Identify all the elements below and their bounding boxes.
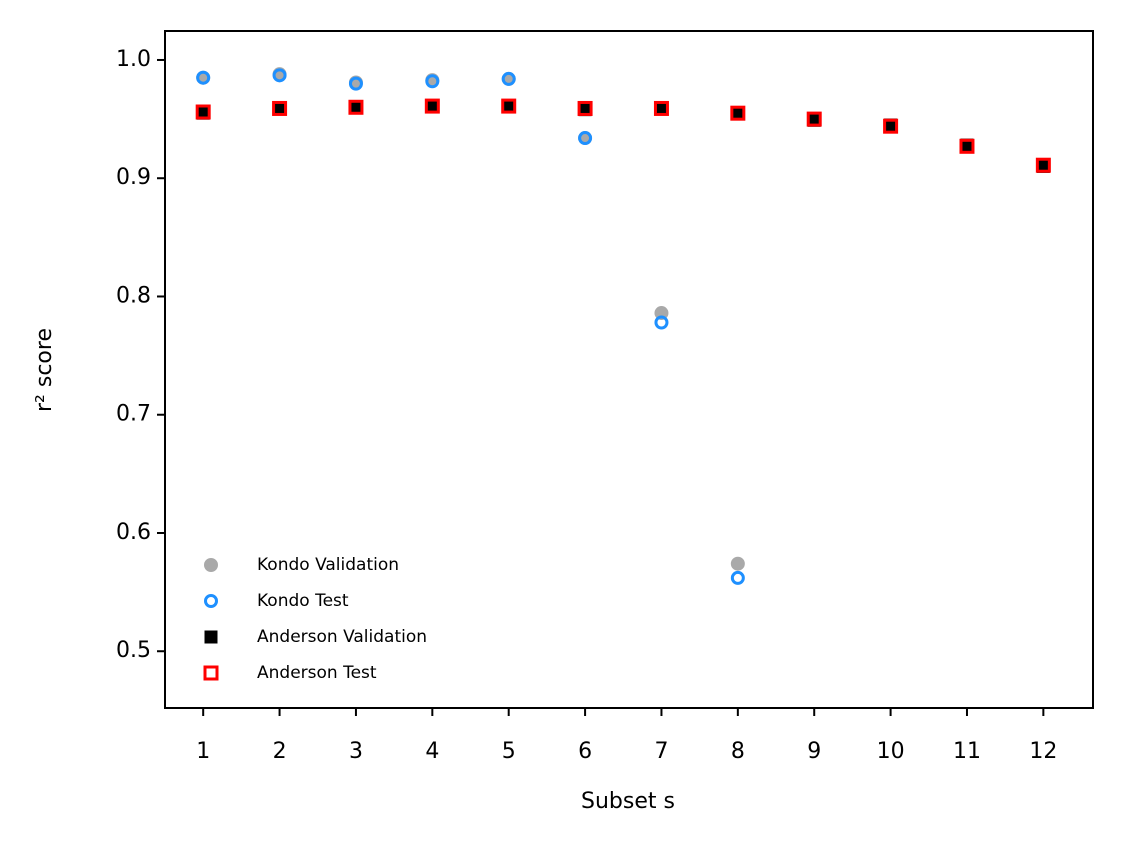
x-tick-label: 9 — [807, 739, 821, 764]
point — [273, 101, 287, 115]
x-tick-label: 4 — [425, 739, 439, 764]
y-tick-label: 0.5 — [116, 638, 151, 663]
point — [425, 99, 439, 113]
point — [653, 100, 669, 116]
y-tick-label: 0.7 — [116, 402, 151, 427]
point — [502, 99, 516, 113]
point — [272, 100, 288, 116]
point — [501, 98, 517, 114]
y-tick-label: 1.0 — [116, 47, 151, 72]
x-tick-label: 2 — [273, 739, 287, 764]
point — [731, 106, 745, 120]
point — [349, 100, 363, 114]
point — [730, 556, 745, 571]
point — [348, 99, 364, 115]
point — [196, 70, 211, 85]
point — [959, 138, 975, 154]
point — [195, 104, 211, 120]
x-tick-label: 6 — [578, 739, 592, 764]
x-tick-label: 8 — [731, 739, 745, 764]
legend-label: Kondo Validation — [257, 555, 399, 575]
point — [348, 76, 363, 91]
point — [654, 306, 669, 321]
legend-marker — [204, 594, 218, 608]
plot-frame — [164, 30, 1094, 709]
legend-marker — [203, 665, 219, 681]
x-axis-label: Subset s — [581, 789, 675, 814]
x-tick-label: 12 — [1029, 739, 1057, 764]
point — [654, 315, 669, 330]
legend-label: Anderson Test — [257, 663, 377, 683]
point — [424, 98, 440, 114]
point — [883, 118, 899, 134]
legend-label: Anderson Validation — [257, 627, 427, 647]
y-tick-label: 0.8 — [116, 283, 151, 308]
point — [578, 131, 593, 146]
point — [1035, 157, 1051, 173]
legend-label: Kondo Test — [257, 591, 349, 611]
x-tick-label: 1 — [196, 739, 210, 764]
legend-marker — [204, 630, 218, 644]
point — [730, 570, 745, 585]
x-tick-label: 3 — [349, 739, 363, 764]
y-tick-label: 0.9 — [116, 165, 151, 190]
x-tick-label: 11 — [953, 739, 981, 764]
point — [272, 68, 287, 83]
y-axis-label: r² score — [32, 328, 57, 412]
point — [501, 71, 516, 86]
y-tick-label: 0.6 — [116, 520, 151, 545]
point — [806, 111, 822, 127]
x-tick-label: 10 — [877, 739, 905, 764]
point — [425, 74, 440, 89]
legend-marker — [204, 558, 218, 572]
x-tick-label: 7 — [654, 739, 668, 764]
point — [577, 100, 593, 116]
point — [730, 105, 746, 121]
point — [654, 101, 668, 115]
x-tick-label: 5 — [502, 739, 516, 764]
